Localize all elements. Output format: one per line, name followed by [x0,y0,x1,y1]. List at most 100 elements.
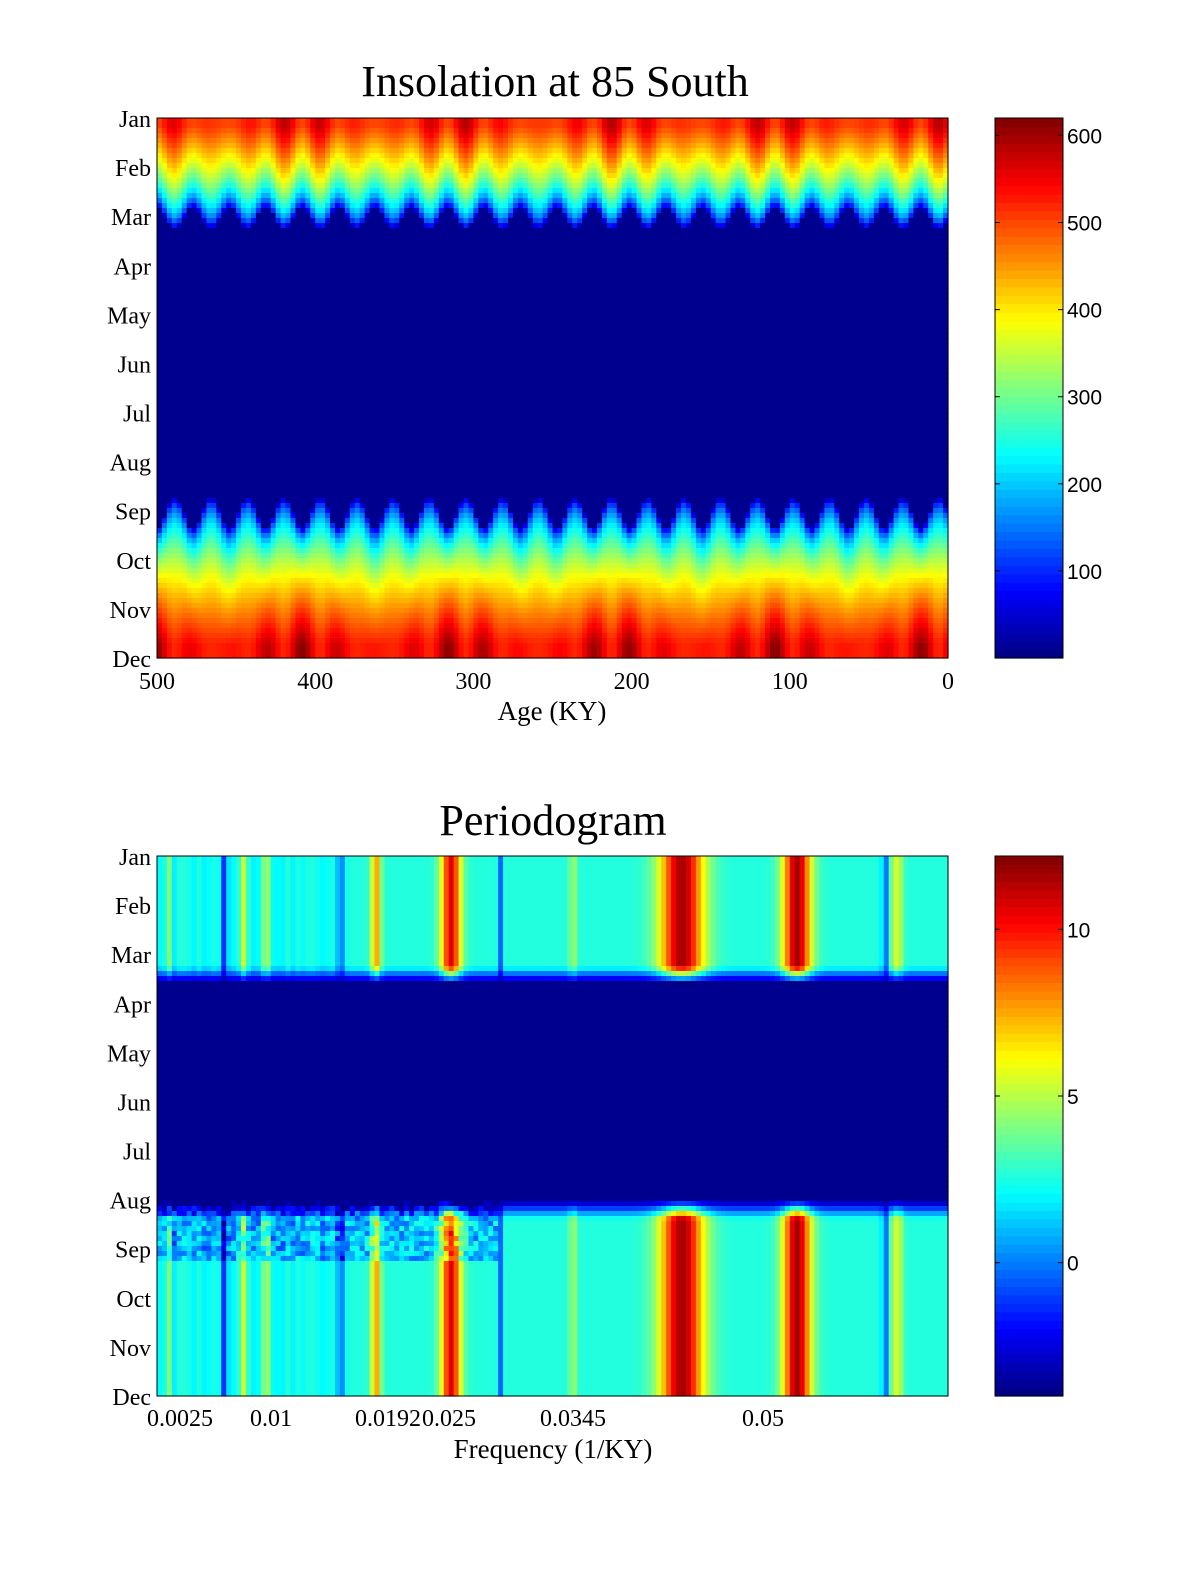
heatmap-cell [829,183,835,189]
heatmap-cell [260,183,267,189]
heatmap-cell [453,168,460,174]
heatmap-cell [859,178,865,184]
heatmap-cell [765,243,771,249]
heatmap-cell [572,243,578,249]
heatmap-cell [601,208,608,214]
heatmap-cell [448,183,455,189]
heatmap-cell [310,258,316,264]
heatmap-cell [290,123,297,129]
heatmap-cell [512,193,519,199]
heatmap-cell [720,203,727,209]
heatmap-cell [779,268,786,274]
heatmap-cell [735,138,741,144]
heatmap-cell [176,143,183,149]
heatmap-cell [789,223,796,229]
heatmap-cell [483,178,489,184]
heatmap-cell [794,128,801,134]
heatmap-cell [784,133,791,139]
heatmap-cell [181,188,188,194]
heatmap-cell [339,133,346,139]
heatmap-cell [384,118,390,124]
heatmap-cell [443,263,450,269]
heatmap-cell [453,193,460,199]
heatmap-cell [191,118,198,124]
heatmap-cell [522,188,529,194]
heatmap-cell [888,268,895,274]
heatmap-cell [226,238,232,244]
heatmap-cell [260,153,267,159]
heatmap-cell [854,238,860,244]
heatmap-cell [542,188,549,194]
heatmap-cell [705,188,712,194]
heatmap-cell [389,258,395,264]
heatmap-cell [493,208,499,214]
heatmap-cell [196,163,203,169]
heatmap-cell [552,138,559,144]
heatmap-cell [592,223,598,229]
heatmap-cell [829,243,835,249]
heatmap-cell [532,118,539,124]
heatmap-cell [315,128,321,134]
heatmap-cell [671,128,677,134]
heatmap-cell [478,233,484,239]
heatmap-cell [275,148,282,154]
heatmap-cell [898,128,905,134]
heatmap-cell [661,133,667,139]
heatmap-cell [206,168,212,174]
heatmap-cell [572,173,578,179]
heatmap-cell [285,208,292,214]
heatmap-cell [245,193,252,199]
heatmap-cell [596,138,603,144]
heatmap-cell [206,263,212,269]
heatmap-cell [433,143,440,149]
heatmap-cell [567,233,573,239]
heatmap-cell [216,143,222,149]
heatmap-cell [908,123,914,129]
heatmap-cell [730,223,737,229]
heatmap-cell [468,243,474,249]
heatmap-cell [770,148,776,154]
heatmap-cell [606,163,613,169]
heatmap-cell [646,223,652,229]
heatmap-cell [577,258,583,264]
heatmap-cell [760,153,766,159]
heatmap-cell [888,258,895,264]
heatmap-cell [690,128,697,134]
heatmap-cell [582,163,588,169]
heatmap-cell [587,173,593,179]
heatmap-cell [933,133,939,139]
heatmap-cell [423,248,430,254]
heatmap-cell [671,223,677,229]
heatmap-cell [522,173,529,179]
heatmap-cell [270,123,277,129]
heatmap-cell [409,243,415,249]
heatmap-cell [488,218,494,224]
heatmap-cell [760,223,766,229]
heatmap-cell [493,198,499,204]
heatmap-cell [498,263,504,269]
heatmap-cell [226,198,232,204]
heatmap-cell [423,183,430,189]
heatmap-cell [695,248,702,254]
heatmap-cell [216,148,222,154]
heatmap-cell [799,133,806,139]
heatmap-cell [695,168,702,174]
heatmap-cell [601,263,608,269]
heatmap-cell [705,168,712,174]
heatmap-cell [943,183,949,189]
heatmap-cell [320,198,326,204]
heatmap-cell [750,258,756,264]
heatmap-cell [661,238,667,244]
heatmap-cell [572,268,578,274]
heatmap-cell [369,143,376,149]
heatmap-cell [878,188,885,194]
heatmap-cell [161,233,168,239]
heatmap-cell [438,223,445,229]
heatmap-cell [631,183,638,189]
heatmap-cell [369,208,376,214]
heatmap-cell [245,178,252,184]
heatmap-cell [280,203,287,209]
heatmap-cell [241,183,247,189]
heatmap-cell [755,263,761,269]
heatmap-cell [725,248,732,254]
